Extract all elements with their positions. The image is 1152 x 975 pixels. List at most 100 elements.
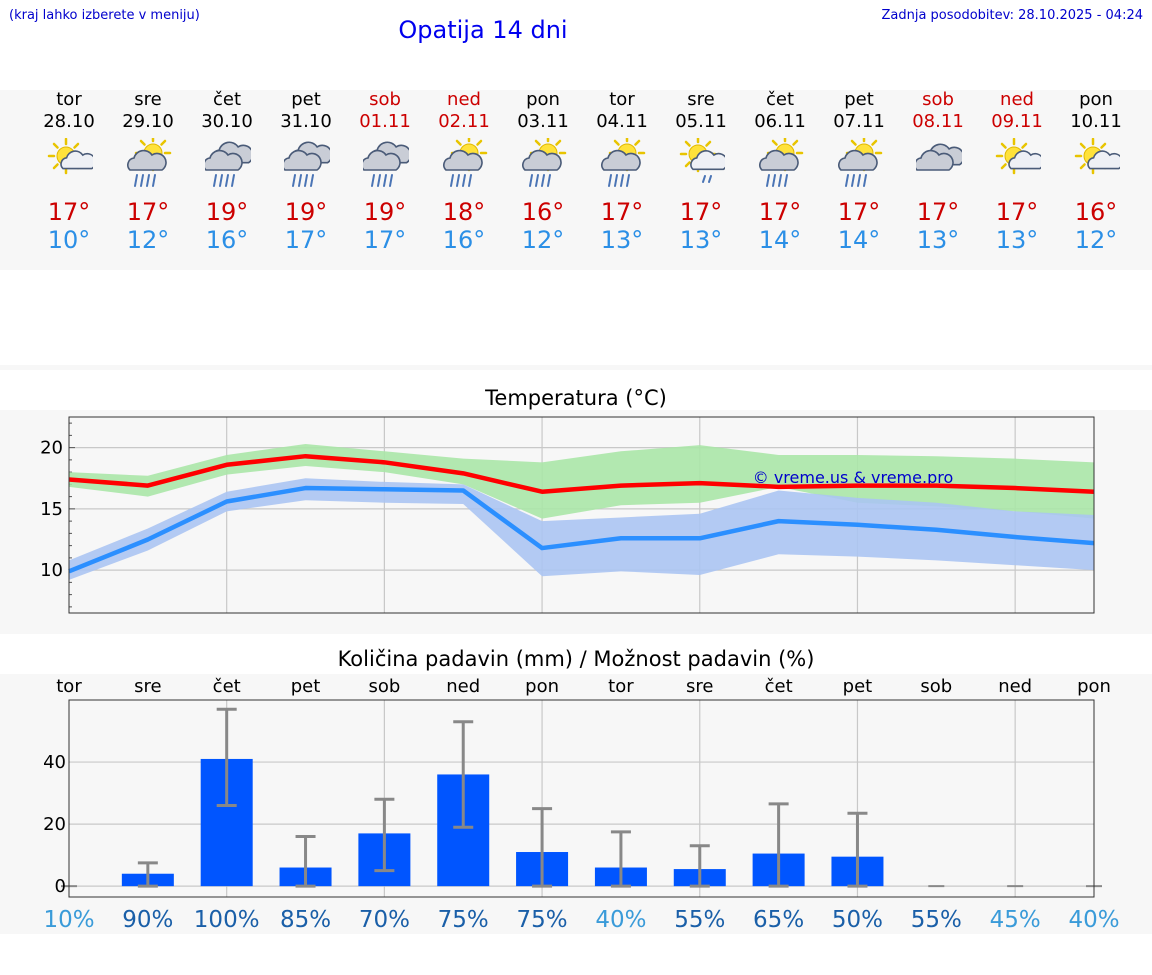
cloud-rain-icon (281, 138, 333, 194)
min-temperature: 12° (1074, 226, 1118, 254)
category-label: sre (686, 676, 713, 697)
min-temperature: 16° (205, 226, 249, 254)
day-name: sre (134, 89, 162, 110)
day-date: 10.11 (1070, 111, 1122, 132)
min-temperature: 12° (521, 226, 565, 254)
precipitation-probability: 10% (43, 907, 94, 933)
category-label: čet (213, 676, 241, 697)
plot-frame (68, 416, 1095, 614)
precipitation-probability: 55% (674, 907, 725, 933)
min-temperature: 14° (837, 226, 881, 254)
min-temperature-line (68, 485, 1095, 574)
page-title: Opatija 14 dni (398, 16, 568, 44)
category-label: sre (134, 676, 161, 697)
min-temperature-band (69, 478, 1094, 580)
sun-cloud-icon (47, 137, 96, 194)
max-temperature: 17° (995, 198, 1039, 226)
min-temperature: 13° (995, 226, 1039, 254)
category-label: sob (920, 676, 952, 697)
max-temperature: 17° (126, 198, 170, 226)
max-temperature: 19° (284, 198, 328, 226)
max-temperature: 17° (758, 198, 802, 226)
day-name: sob (922, 89, 954, 110)
category-label: sob (368, 676, 400, 697)
day-date: 30.10 (201, 111, 253, 132)
precipitation-probability: 90% (122, 907, 173, 933)
max-temperature: 17° (47, 198, 91, 226)
precipitation-probability: 50% (832, 907, 883, 933)
min-temperature: 17° (284, 226, 328, 254)
category-label: čet (765, 676, 793, 697)
max-temperature: 16° (1074, 198, 1118, 226)
precipitation-probability: 85% (280, 907, 331, 933)
day-name: pet (844, 89, 874, 110)
sun-cloud-icon (1074, 137, 1123, 194)
max-temperature-line (68, 453, 1095, 494)
category-label: tor (56, 676, 82, 697)
day-name: sob (369, 89, 401, 110)
category-label: pet (291, 676, 321, 697)
temperature-chart: © vreme.us & vreme.pro 10 15 20 (40, 416, 1095, 614)
max-temperature: 18° (442, 198, 486, 226)
day-date: 05.11 (675, 111, 727, 132)
day-name: pon (1079, 89, 1113, 110)
day-name: sre (687, 89, 715, 110)
day-date: 01.11 (359, 111, 411, 132)
precipitation-probability: 40% (595, 907, 646, 933)
min-temperature: 13° (679, 226, 723, 254)
precipitation-probability: 75% (517, 907, 568, 933)
sun-cloud-rain-icon (521, 134, 567, 194)
cloud-icon (913, 138, 965, 194)
day-date: 02.11 (438, 111, 490, 132)
precipitation-chart-title: Količina padavin (mm) / Možnost padavin … (337, 647, 815, 671)
sun-cloud-rain-icon (837, 134, 883, 194)
min-temperature: 14° (758, 226, 802, 254)
min-temperature: 10° (47, 226, 91, 254)
min-temperature: 17° (363, 226, 407, 254)
divider (0, 365, 1152, 370)
category-label: ned (446, 676, 480, 697)
day-name: ned (1000, 89, 1034, 110)
sun-cloud-rain-icon (600, 134, 646, 194)
sun-cloud-rain-icon (758, 134, 804, 194)
max-temperature: 17° (600, 198, 644, 226)
category-label: pon (1077, 676, 1111, 697)
sun-cloud-drizzle-icon (679, 135, 728, 194)
precipitation-probability: 45% (990, 907, 1041, 933)
min-temperature: 16° (442, 226, 486, 254)
precipitation-chart: tor sre čet pet sob ned pon tor sre čet pet sob ned p… (43, 676, 1119, 933)
max-temperature: 16° (521, 198, 565, 226)
min-temperature: 12° (126, 226, 170, 254)
day-date: 29.10 (122, 111, 174, 132)
y-tick-label: 20 (40, 438, 63, 459)
y-tick-label: 0 (55, 876, 66, 897)
day-name: pon (526, 89, 560, 110)
max-temperature: 17° (916, 198, 960, 226)
category-label: pet (843, 676, 873, 697)
y-tick-label: 40 (43, 752, 66, 773)
day-name: tor (609, 89, 635, 110)
day-date: 03.11 (517, 111, 569, 132)
forecast-strip: tor 28.10 17° 10° sre 29.10 17° 12° čet 30.10 19° 1… (0, 90, 1152, 270)
max-temperature: 19° (205, 198, 249, 226)
day-name: čet (212, 89, 242, 110)
day-name: čet (765, 89, 795, 110)
precipitation-probability: 55% (911, 907, 962, 933)
category-label: tor (608, 676, 634, 697)
day-name: ned (447, 89, 481, 110)
y-tick-label: 15 (40, 499, 63, 520)
day-date: 31.10 (280, 111, 332, 132)
max-temperature: 17° (837, 198, 881, 226)
day-name: tor (56, 89, 82, 110)
max-temperature-band (69, 443, 1094, 519)
day-date: 28.10 (43, 111, 95, 132)
sun-cloud-rain-icon (442, 134, 488, 194)
day-date: 06.11 (754, 111, 806, 132)
watermark-text: © vreme.us & vreme.pro (753, 468, 954, 487)
cloud-rain-icon (202, 138, 254, 194)
category-label: pon (525, 676, 559, 697)
plot-frame (68, 699, 1095, 898)
day-name: pet (291, 89, 321, 110)
temperature-chart-title: Temperatura (°C) (485, 386, 667, 410)
category-label: ned (998, 676, 1032, 697)
